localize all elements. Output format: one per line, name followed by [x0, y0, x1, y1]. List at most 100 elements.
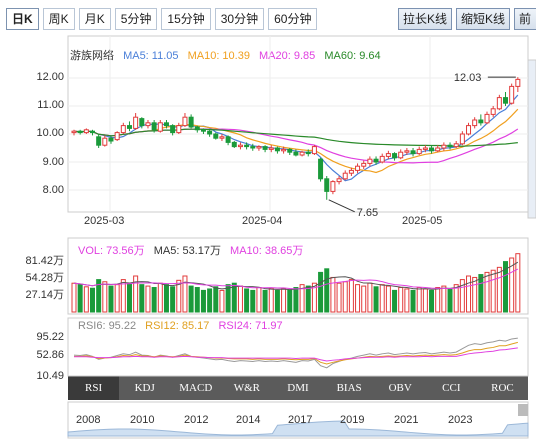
volume-bar — [305, 285, 311, 313]
indicator-tab[interactable]: OBV — [388, 382, 412, 394]
indicator-tab[interactable]: KDJ — [134, 382, 155, 394]
candle-body — [478, 119, 484, 124]
price-tick: 10.00 — [36, 127, 64, 139]
volume-bar — [503, 261, 509, 313]
rsi24-label: RSI24: 71.97 — [218, 320, 283, 332]
candle-body — [182, 116, 188, 127]
candle-body — [213, 133, 219, 139]
volume-bar — [207, 288, 213, 313]
volume-bar — [120, 279, 126, 313]
volume-bar — [89, 287, 95, 313]
shrink-kline-button[interactable]: 缩短K线 — [456, 8, 511, 30]
candle-body — [435, 147, 441, 152]
candle-body — [318, 158, 324, 180]
candle-body — [102, 137, 108, 146]
rsi-tick: 10.49 — [36, 370, 64, 382]
ma60-line — [73, 128, 518, 147]
volume-bar — [416, 287, 422, 313]
volume-bar — [367, 282, 373, 313]
candle-body — [231, 141, 237, 148]
volume-bar — [219, 289, 225, 313]
candle-body — [441, 144, 447, 149]
candle-body — [120, 125, 126, 134]
high-label: 12.03 — [454, 72, 482, 84]
volume-bar — [318, 271, 324, 313]
volume-bar — [71, 282, 77, 313]
period-tab[interactable]: 15分钟 — [161, 8, 211, 30]
period-tab[interactable]: 60分钟 — [268, 8, 318, 30]
candle-body — [509, 85, 515, 104]
volume-bar — [157, 282, 163, 313]
candle-body — [287, 148, 293, 153]
candle-body — [89, 130, 95, 134]
candle-body — [422, 147, 428, 150]
year-tick: 2010 — [130, 414, 155, 426]
volume-bar — [410, 289, 416, 313]
volume-bar — [250, 289, 256, 313]
year-tick: 2012 — [184, 414, 209, 426]
candle-body — [237, 144, 243, 148]
volume-bar — [392, 289, 398, 313]
volume-panel-frame — [67, 237, 529, 315]
volume-bar — [509, 257, 515, 313]
candle-body — [305, 151, 311, 155]
volume-bar — [478, 274, 484, 313]
candle-body — [96, 136, 102, 146]
period-tab[interactable]: 5分钟 — [114, 8, 158, 30]
indicator-tab[interactable]: W&R — [233, 382, 261, 394]
year-tick: 2017 — [288, 414, 313, 426]
indicator-tab[interactable]: BIAS — [336, 382, 362, 394]
volume-legend: VOL: 73.56万 MA5: 53.17万 MA10: 38.65万 — [78, 242, 309, 258]
indicator-tab[interactable]: DMI — [287, 382, 309, 394]
period-tab[interactable]: 30分钟 — [214, 8, 265, 30]
candle-body — [311, 146, 317, 155]
rsi24-line — [74, 347, 518, 362]
volume-bar — [385, 285, 391, 313]
period-tab[interactable]: 周K — [42, 8, 75, 30]
candle-body — [385, 153, 391, 157]
candle-body — [379, 155, 385, 163]
volume-bar — [441, 285, 447, 313]
period-tab[interactable]: 月K — [78, 8, 111, 30]
scroll-strip — [527, 59, 536, 219]
period-tab[interactable]: 日K — [6, 8, 39, 30]
candle-body — [324, 178, 330, 192]
candle-body — [503, 97, 509, 104]
volume-bar — [170, 286, 176, 313]
volume-bar — [83, 286, 89, 313]
prev-button[interactable]: 前 — [514, 8, 536, 30]
candle-body — [225, 136, 231, 143]
volume-bar — [200, 289, 206, 313]
candle-body — [194, 126, 200, 131]
volume-bar — [373, 286, 379, 313]
price-tick: 12.00 — [36, 71, 64, 83]
candle-body — [404, 150, 410, 153]
stock-name: 游族网络 — [70, 50, 114, 62]
vol-ma10-line — [73, 268, 519, 290]
year-tick: 2008 — [76, 414, 101, 426]
candle-body — [496, 97, 502, 110]
candle-body — [410, 150, 416, 155]
ma5-line — [73, 94, 519, 182]
indicator-tab[interactable]: ROC — [491, 382, 514, 394]
candle-body — [281, 148, 287, 152]
stretch-kline-button[interactable]: 拉长K线 — [398, 8, 453, 30]
candle-body — [367, 158, 373, 164]
candle-body — [429, 147, 435, 152]
indicator-tab[interactable]: RSI — [68, 376, 120, 400]
indicator-tab[interactable]: MACD — [179, 382, 213, 394]
ma5-label: MA5: 11.05 — [123, 50, 179, 62]
volume-bar — [244, 288, 250, 313]
rsi-legend: RSI6: 95.22 RSI12: 85.17 RSI24: 71.97 — [78, 320, 289, 332]
volume-bar — [435, 287, 441, 313]
rsi6-line — [73, 337, 518, 369]
period-tabs: 日K 周K 月K 5分钟 15分钟 30分钟 60分钟 — [6, 8, 318, 30]
volume-bar — [262, 289, 268, 313]
volume-bar — [472, 276, 478, 313]
price-tick: 8.00 — [42, 184, 64, 196]
rsi6-label: RSI6: 95.22 — [78, 320, 137, 332]
date-tick: 2025-03 — [84, 215, 125, 227]
indicator-tab[interactable]: CCI — [442, 382, 461, 394]
volume-bar — [194, 287, 200, 313]
